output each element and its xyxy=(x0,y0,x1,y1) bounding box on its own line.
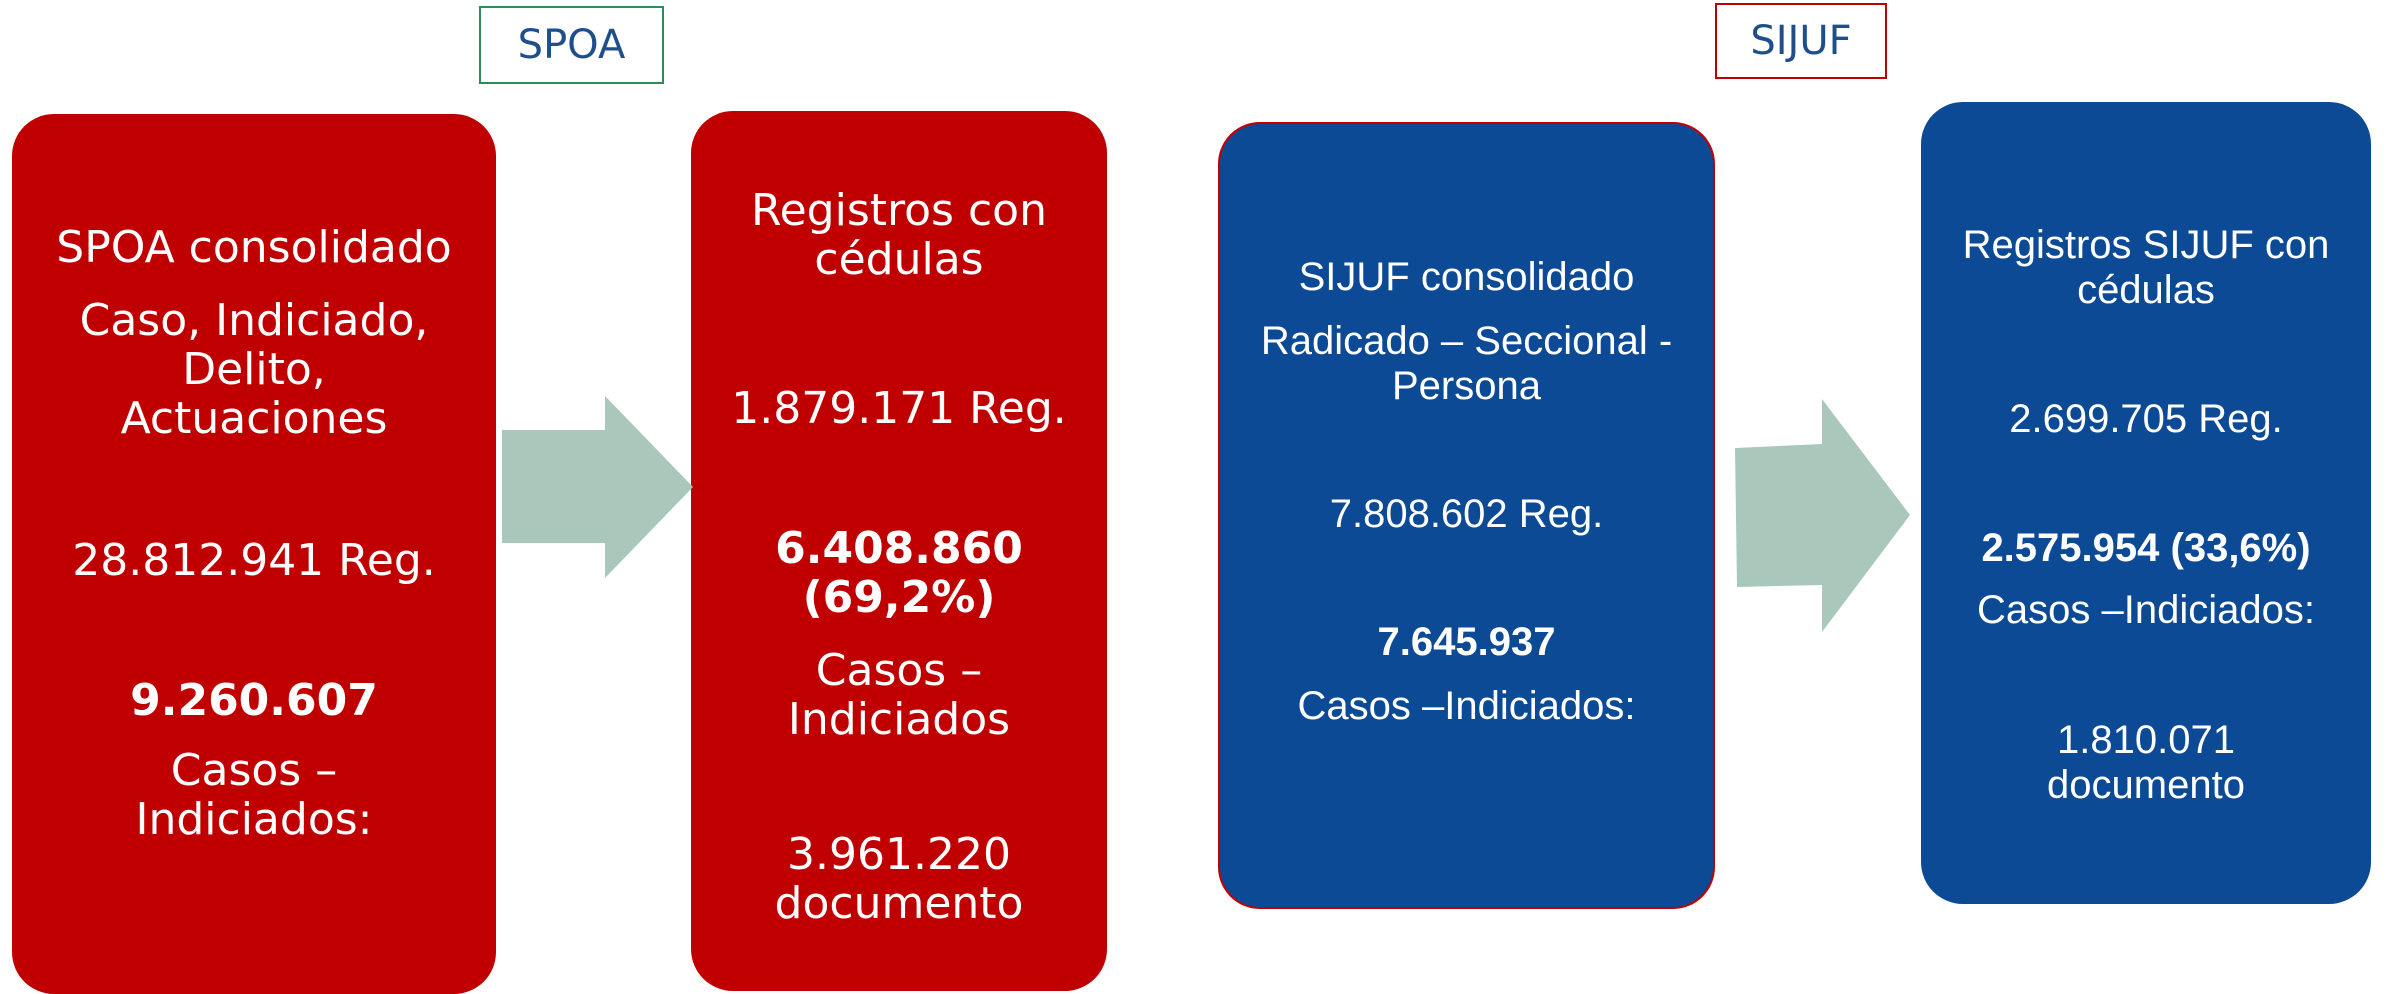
sijuf-label: SIJUF xyxy=(1715,3,1887,79)
spoa-box xyxy=(12,114,496,994)
box-highlight: 7.645.937 xyxy=(1377,620,1556,664)
arrow xyxy=(502,396,693,578)
box-caption: Casos –Indiciados: xyxy=(1977,588,2315,632)
box-caption: Casos –Indiciados: xyxy=(1297,684,1636,728)
sijuf-cedulas-box xyxy=(1921,102,2371,904)
box-records: 2.699.705 Reg. xyxy=(2009,397,2283,441)
box-documents: 1.810.071 documento xyxy=(2047,718,2245,807)
sijuf-box xyxy=(1218,122,1715,909)
box-title: SIJUF consolidado xyxy=(1298,255,1635,299)
box-highlight: 9.260.607 xyxy=(130,675,378,726)
box-caption: Casos – Indiciados: xyxy=(135,745,373,845)
spoa-label: SPOA xyxy=(479,6,664,84)
box-caption: Casos – Indiciados xyxy=(787,645,1011,745)
box-title: Registros con cédulas xyxy=(751,185,1047,285)
box-highlight: 6.408.860 (69,2%) xyxy=(775,523,1023,623)
spoa-cedulas-box xyxy=(691,111,1107,991)
box-documents: 3.961.220 documento xyxy=(774,829,1024,929)
page: {"labels": {"spoa": "SPOA", "sijuf": "SI… xyxy=(12,3,2371,994)
box-title: SPOA consolidado xyxy=(56,222,452,273)
box-highlight: 2.575.954 (33,6%) xyxy=(1981,526,2311,570)
arrows xyxy=(502,396,1910,632)
box-subtitle: Radicado – Seccional - Persona xyxy=(1260,319,1673,408)
box-records: 1.879.171 Reg. xyxy=(731,383,1067,434)
box-subtitle: Caso, Indiciado, Delito, Actuaciones xyxy=(79,295,429,444)
box-records: 7.808.602 Reg. xyxy=(1329,492,1604,536)
arrow xyxy=(1735,399,1910,632)
box-records: 28.812.941 Reg. xyxy=(72,535,436,586)
box-title: Registros SIJUF con cédulas xyxy=(1962,223,2330,312)
